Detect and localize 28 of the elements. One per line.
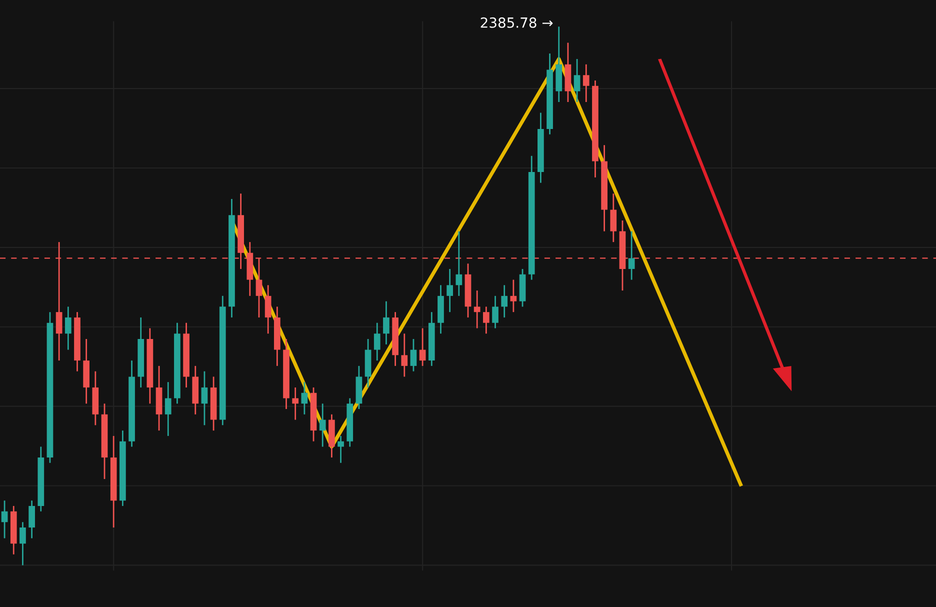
candlestick [374,322,380,362]
candlestick [419,328,426,367]
candlestick [201,370,208,426]
candlestick [628,230,635,280]
candlestick [383,300,390,346]
candlestick [610,192,617,243]
candlestick [574,58,580,103]
candlestick [164,381,172,437]
candlestick [28,500,35,539]
candlestick [64,306,72,350]
candlestick [319,402,326,448]
candlestick [338,435,344,464]
candlestick [264,284,272,334]
candlestick [474,290,480,329]
candlestick [446,268,454,313]
candlestick [456,230,462,297]
candlestick [492,295,498,329]
candlestick [401,332,408,378]
candlestick [501,284,508,318]
candlestick [301,381,308,416]
annotation: 2385.78 → [480,17,553,28]
candlestick [20,521,26,566]
candlestick [410,338,417,372]
candlestick [510,279,517,313]
candlestick [1,500,8,539]
candlestick [292,386,299,420]
candlestick [582,64,590,103]
candlestick [482,306,490,334]
